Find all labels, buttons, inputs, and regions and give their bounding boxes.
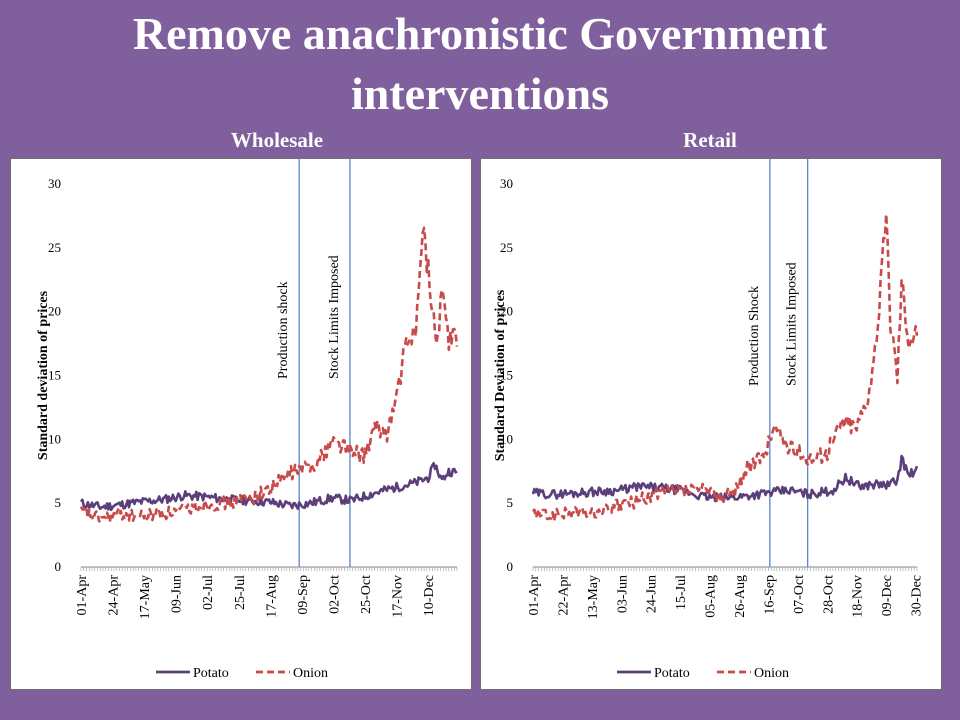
- slide-title: Remove anachronistic Government interven…: [0, 4, 960, 124]
- x-tick-label: 25-Jul: [233, 575, 248, 610]
- event-marker-label: Stock Limits Imposed: [327, 255, 342, 379]
- x-tick-label: 05-Aug: [704, 575, 719, 618]
- x-tick-label: 09-Sep: [296, 575, 311, 615]
- y-tick-label: 15: [500, 368, 513, 383]
- y-tick-label: 25: [500, 240, 513, 255]
- x-tick-label: 09-Jun: [170, 575, 185, 613]
- retail-chart-panel: 0 5 10 15 20 25 30 Standard Deviation of prices…: [480, 158, 942, 690]
- x-tick-label: 02-Jul: [201, 575, 216, 610]
- series-line-onion: [79, 226, 459, 524]
- event-marker-label: Stock Limits Imposed: [785, 262, 800, 386]
- x-tick-label: 24-Jun: [645, 575, 660, 613]
- x-tick-label: 22-Apr: [556, 575, 571, 616]
- y-axis-title: Standard Deviation of prices: [493, 289, 508, 461]
- x-tick-label: 17-Aug: [264, 575, 279, 618]
- x-tick-label: 02-Oct: [327, 575, 342, 614]
- slide-title-line2: interventions: [350, 68, 610, 119]
- x-tick-label: 26-Aug: [733, 575, 748, 618]
- retail-chart: 0 5 10 15 20 25 30 Standard Deviation of prices…: [493, 159, 925, 681]
- y-tick-label: 20: [48, 304, 61, 319]
- y-axis-title: Standard deviation of prices: [36, 290, 51, 460]
- y-tick-label: 15: [48, 368, 61, 383]
- y-tick-label: 25: [48, 240, 61, 255]
- y-tick-label: 30: [500, 176, 513, 191]
- x-tick-label: 01-Apr: [527, 575, 542, 616]
- x-tick-label: 09-Dec: [880, 575, 895, 616]
- event-marker-label: Production shock: [276, 281, 291, 379]
- series-line-potato: [531, 454, 919, 503]
- legend-label-onion: Onion: [754, 666, 789, 681]
- slide-title-line1: Remove anachronistic Government: [132, 8, 828, 59]
- y-tick-label: 5: [507, 495, 514, 510]
- y-tick-label: 10: [500, 431, 513, 446]
- y-tick-label: 0: [507, 559, 514, 574]
- x-tick-label: 25-Oct: [359, 575, 374, 614]
- x-tick-label: 17-Nov: [391, 575, 406, 618]
- legend-label-potato: Potato: [654, 666, 690, 681]
- legend-label-onion: Onion: [293, 666, 328, 681]
- wholesale-panel-title: Wholesale: [230, 128, 324, 152]
- series-line-onion: [531, 212, 919, 523]
- y-tick-label: 10: [48, 431, 61, 446]
- wholesale-chart-panel: 0 5 10 15 20 25 30 Standard deviation of prices…: [10, 158, 472, 690]
- series-line-potato: [79, 461, 458, 512]
- x-tick-label: 28-Oct: [821, 575, 836, 614]
- x-tick-label: 16-Sep: [762, 575, 777, 615]
- x-tick-label: 13-May: [586, 575, 601, 619]
- x-tick-label: 17-May: [138, 575, 153, 619]
- y-tick-label: 20: [500, 304, 513, 319]
- y-tick-label: 30: [48, 176, 61, 191]
- x-tick-label: 03-Jun: [615, 575, 630, 613]
- x-tick-label: 10-Dec: [422, 575, 437, 616]
- x-tick-label: 18-Nov: [851, 575, 866, 618]
- retail-panel-title: Retail: [683, 128, 737, 152]
- x-tick-label: 15-Jul: [674, 575, 689, 610]
- legend-label-potato: Potato: [193, 666, 229, 681]
- event-marker-label: Production Shock: [747, 286, 762, 386]
- x-tick-label: 01-Apr: [75, 575, 90, 616]
- y-tick-label: 0: [55, 559, 62, 574]
- y-tick-label: 5: [55, 495, 62, 510]
- x-tick-label: 07-Oct: [792, 575, 807, 614]
- wholesale-chart: 0 5 10 15 20 25 30 Standard deviation of prices…: [36, 159, 459, 681]
- x-tick-label: 30-Dec: [910, 575, 925, 616]
- x-tick-label: 24-Apr: [107, 575, 122, 616]
